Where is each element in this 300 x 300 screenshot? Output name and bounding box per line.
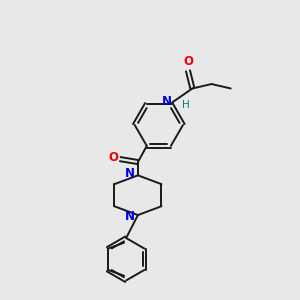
Text: O: O <box>183 56 193 68</box>
Text: O: O <box>108 151 118 164</box>
Text: H: H <box>182 100 189 110</box>
Text: N: N <box>124 210 134 223</box>
Text: N: N <box>162 95 172 108</box>
Text: N: N <box>124 167 134 180</box>
